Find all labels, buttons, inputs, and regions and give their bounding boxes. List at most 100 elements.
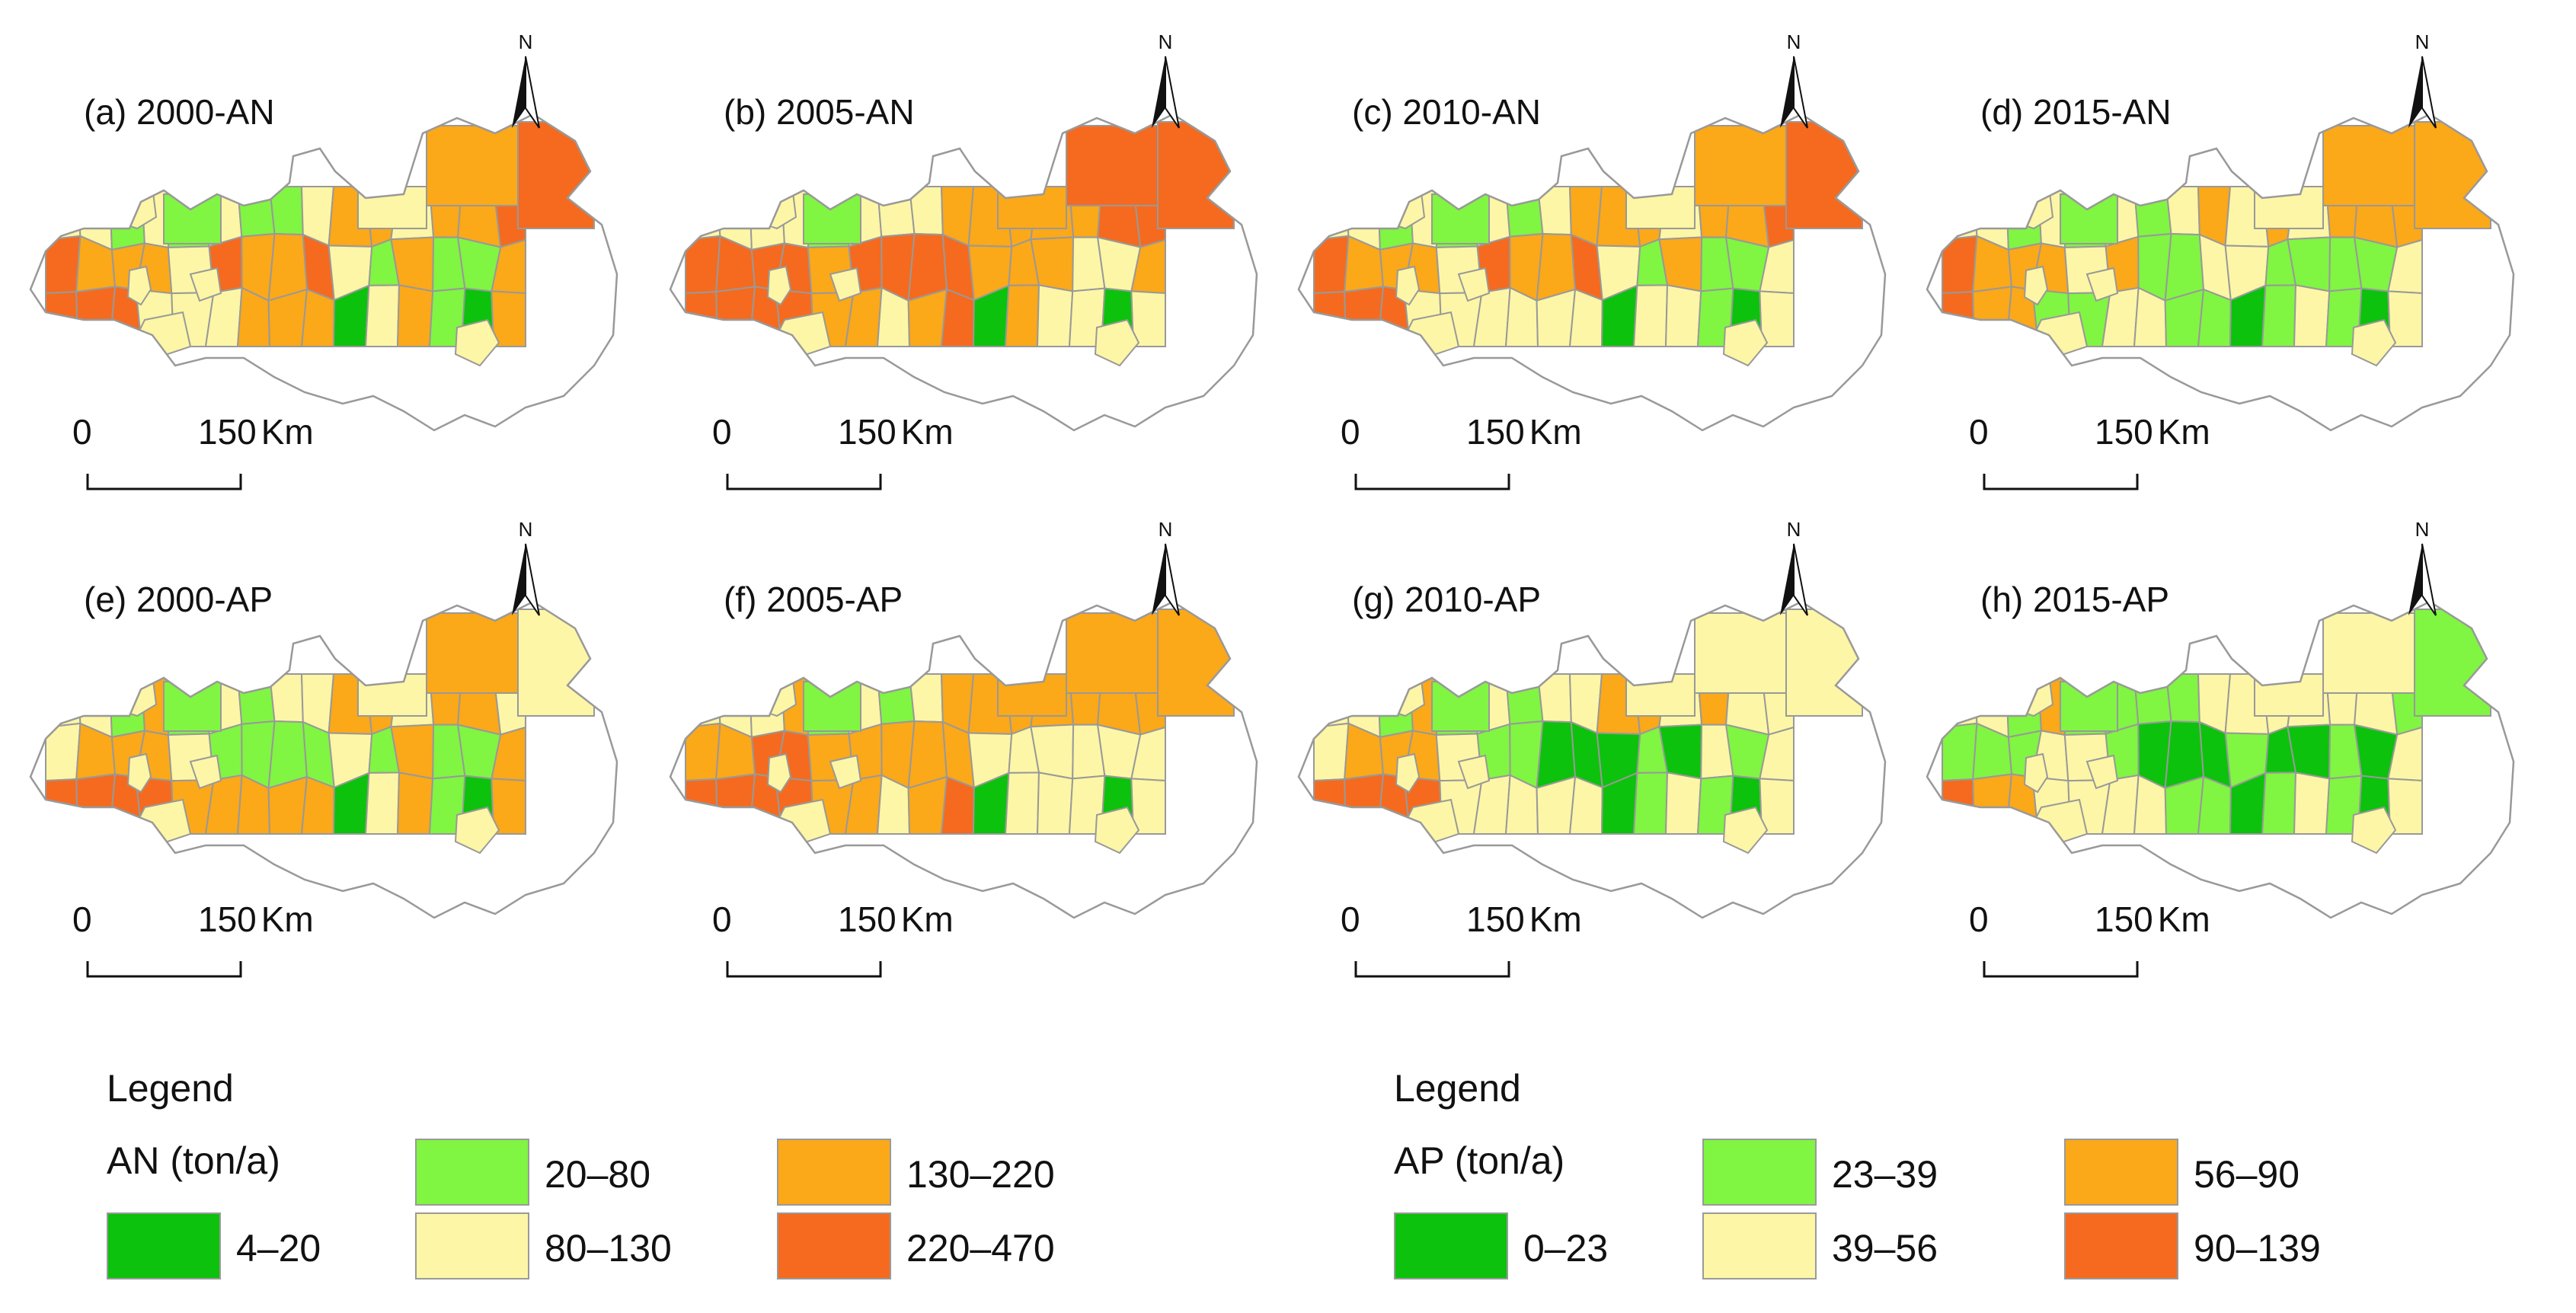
scale-line	[726, 961, 882, 978]
legend-an-title: Legend	[107, 1067, 234, 1110]
scale-distance-value: 150	[1466, 899, 1525, 939]
north-arrow: N	[1135, 30, 1196, 137]
county-region	[126, 752, 152, 794]
map-svg-f	[669, 600, 1258, 919]
legend-swatch	[2064, 1212, 2178, 1279]
region-outline	[669, 113, 1258, 432]
scale-distance-value: 150	[2095, 412, 2153, 452]
county-region	[2293, 284, 2331, 347]
north-arrow-icon	[2408, 56, 2437, 129]
county-region	[876, 186, 916, 238]
county-region	[2414, 609, 2491, 717]
north-arrow-icon	[1780, 56, 1808, 129]
county-region	[268, 673, 304, 724]
north-label: N	[518, 518, 533, 541]
legend-ap-unit: AP (ton/a)	[1394, 1139, 1565, 1182]
county-region	[364, 772, 401, 835]
scale-line	[1354, 474, 1510, 490]
county-region	[803, 681, 861, 732]
county-region	[2165, 673, 2200, 724]
county-region	[1694, 612, 1787, 694]
north-arrow-icon	[512, 543, 540, 616]
county-region	[1431, 193, 1490, 244]
scale-zero: 0	[72, 899, 92, 939]
legend-label: 4–20	[236, 1227, 321, 1270]
county-region	[454, 806, 500, 855]
legend-swatch	[2064, 1139, 2178, 1206]
legend-swatch	[415, 1212, 529, 1279]
legend-label: 90–139	[2194, 1227, 2321, 1270]
county-region	[1313, 778, 1347, 835]
scale-distance: 150 Km	[2095, 899, 2210, 940]
county-region	[189, 754, 222, 790]
legend-swatch	[1394, 1212, 1508, 1279]
county-region	[2351, 806, 2397, 855]
scale-distance: 150 Km	[838, 899, 954, 940]
county-region	[2060, 193, 2118, 244]
county-region	[766, 265, 792, 306]
scale-line	[86, 961, 242, 978]
county-region	[1964, 677, 2019, 717]
north-label: N	[1786, 30, 1801, 53]
scale-line	[86, 474, 242, 490]
county-region	[491, 778, 526, 835]
map-svg-h	[1926, 600, 2515, 919]
county-region	[2060, 681, 2118, 732]
county-region	[1632, 772, 1669, 835]
county-region	[1457, 267, 1491, 302]
county-region	[2387, 778, 2423, 835]
scale-zero: 0	[712, 899, 732, 939]
county-region	[300, 775, 335, 835]
legend-label: 0–23	[1523, 1227, 1609, 1270]
map-svg-d	[1926, 113, 2515, 432]
county-region	[685, 778, 719, 835]
scale-distance: 150 Km	[838, 411, 954, 452]
map-panel-b: (b) 2005-AN N 0 150 Km	[640, 0, 1264, 490]
county-region	[1004, 772, 1040, 835]
county-region	[1313, 235, 1350, 295]
county-region	[1344, 286, 1385, 347]
region-outline	[669, 600, 1258, 919]
scale-distance-value: 150	[838, 899, 896, 939]
county-region	[1942, 778, 1976, 835]
map-svg-b	[669, 113, 1258, 432]
scale-distance-value: 150	[838, 412, 896, 452]
region-outline	[1926, 600, 2515, 919]
county-region	[2023, 265, 2049, 306]
legend-swatch	[1702, 1212, 1817, 1279]
county-region	[45, 722, 81, 782]
panel-title: (d) 2015-AN	[1980, 92, 2172, 132]
county-region	[997, 673, 1067, 717]
county-region	[1457, 754, 1491, 790]
county-region	[189, 267, 222, 302]
county-region	[1722, 806, 1769, 855]
county-region	[1094, 318, 1140, 367]
north-arrow-icon	[1152, 543, 1180, 616]
county-region	[126, 265, 152, 306]
legend-label: 39–56	[1832, 1227, 1938, 1270]
scale-distance: 150 Km	[1466, 899, 1582, 940]
county-region	[1536, 186, 1572, 236]
legend-ap: Legend AP (ton/a) 0–23 23–39 39–56 56–90…	[1394, 1066, 2576, 1310]
scale-line	[1983, 474, 2139, 490]
county-region	[1785, 121, 1863, 229]
county-region	[1313, 722, 1350, 782]
north-arrow-icon	[1780, 543, 1808, 616]
north-arrow-icon	[2408, 543, 2437, 616]
north-arrow: N	[1763, 518, 1824, 625]
north-arrow: N	[2392, 518, 2453, 625]
county-region	[357, 673, 427, 717]
county-region	[364, 284, 401, 347]
county-region	[75, 286, 117, 347]
county-region	[997, 186, 1067, 229]
county-region	[876, 673, 916, 725]
scale-distance: 150 Km	[2095, 411, 2210, 452]
scale-zero: 0	[712, 412, 732, 452]
scale-distance-value: 150	[198, 412, 257, 452]
county-region	[1694, 125, 1787, 206]
county-region	[908, 673, 944, 724]
scale-bar: 0 150 Km	[72, 899, 314, 990]
scale-bar: 0 150 Km	[712, 411, 954, 503]
legend-swatch	[415, 1139, 529, 1206]
north-arrow: N	[1135, 518, 1196, 625]
